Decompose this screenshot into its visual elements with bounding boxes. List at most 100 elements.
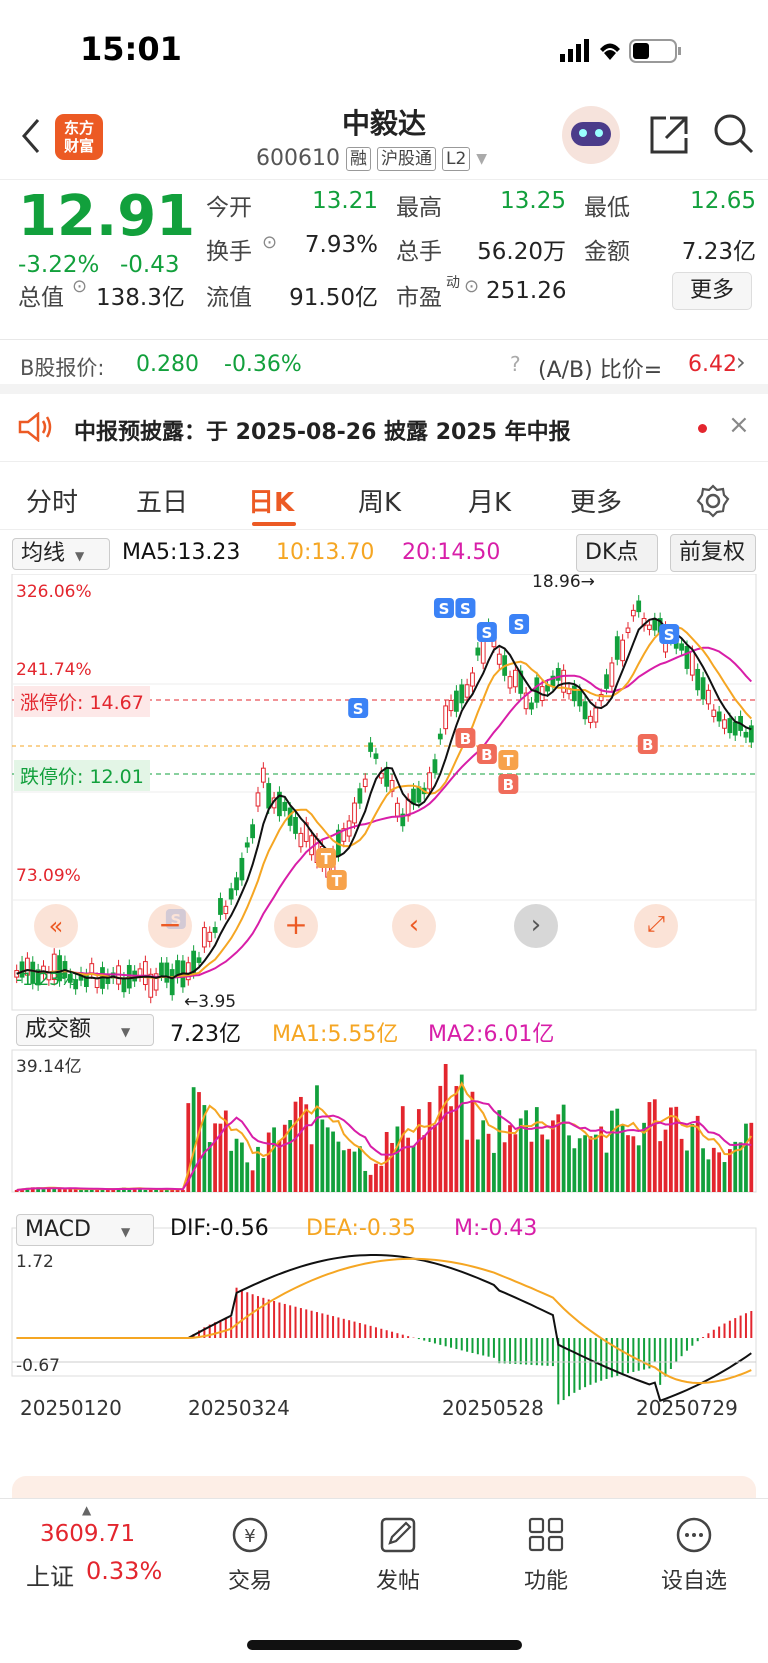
volume-bar xyxy=(567,1135,571,1192)
candle xyxy=(368,742,373,752)
macd-selector[interactable]: MACD ▼ xyxy=(16,1214,154,1246)
volume-selector[interactable]: 成交额 ▼ xyxy=(16,1014,154,1046)
volume-bar xyxy=(379,1165,384,1192)
step-right-icon[interactable]: › xyxy=(514,904,558,948)
info-icon[interactable]: ⊙ xyxy=(464,276,480,297)
notice-bar[interactable]: 中报预披露：于 2025-08-26 披露 2025 年中报 × xyxy=(0,394,768,462)
candle xyxy=(239,857,245,881)
more-dots-icon xyxy=(676,1517,712,1553)
candle xyxy=(636,600,642,613)
volume-bar xyxy=(181,1189,185,1192)
close-icon[interactable]: × xyxy=(728,410,750,440)
index-name[interactable]: 上证 xyxy=(26,1563,74,1591)
candle xyxy=(593,707,599,723)
candle xyxy=(148,973,154,998)
adjust-button[interactable]: 前复权 xyxy=(670,534,756,572)
candle xyxy=(571,685,577,702)
ma20-legend: 20:14.50 xyxy=(402,540,501,565)
status-time: 15:01 xyxy=(80,30,182,68)
b-share-price: 0.280 xyxy=(136,352,199,377)
nav-watchlist[interactable]: 设自选 xyxy=(634,1515,754,1595)
status-bar: 15:01 xyxy=(0,0,768,100)
index-value[interactable]: 3609.71 xyxy=(40,1521,136,1547)
kline-chart-area[interactable]: 均线 ▼ MA5:13.23 10:13.70 20:14.50 DK点 前复权 … xyxy=(0,530,768,1460)
macd-bar xyxy=(364,1324,367,1338)
candle xyxy=(443,705,449,730)
tab-monthly-k[interactable]: 月K xyxy=(468,488,512,518)
chevron-down-icon[interactable]: ▼ xyxy=(476,150,488,167)
candle xyxy=(41,965,46,975)
search-icon[interactable] xyxy=(712,112,756,156)
volume-bar xyxy=(449,1106,453,1192)
macd-bar xyxy=(315,1312,318,1338)
volume-bar xyxy=(749,1122,754,1192)
macd-bar xyxy=(337,1317,340,1338)
info-icon[interactable]: ⊙ xyxy=(262,232,278,253)
help-icon[interactable]: ? xyxy=(510,352,521,376)
candle xyxy=(159,962,164,976)
macd-bar xyxy=(289,1305,292,1338)
zoom-in-icon[interactable]: + xyxy=(274,904,318,948)
nav-function[interactable]: 功能 xyxy=(486,1515,606,1595)
pe-label: 市盈 xyxy=(396,285,442,311)
volume-bar xyxy=(250,1170,255,1192)
macd-bar xyxy=(299,1308,302,1338)
svg-text:¥: ¥ xyxy=(244,1526,255,1547)
volume-bar xyxy=(52,1187,57,1192)
macd-bar xyxy=(267,1299,270,1338)
candle xyxy=(25,957,30,976)
step-left-icon[interactable]: ‹ xyxy=(392,904,436,948)
ab-ratio-value: 6.42 xyxy=(688,352,737,377)
macd-y-bottom: -0.67 xyxy=(16,1356,60,1376)
rewind-icon[interactable]: « xyxy=(34,904,78,948)
volume-bar xyxy=(711,1147,716,1192)
candle xyxy=(207,931,213,942)
volume-bar xyxy=(234,1138,239,1192)
more-button[interactable]: 更多 xyxy=(672,272,752,310)
share-icon[interactable] xyxy=(648,114,690,156)
macd-bar xyxy=(433,1338,436,1344)
candle xyxy=(373,753,379,759)
candle xyxy=(700,677,706,700)
assistant-avatar-icon[interactable] xyxy=(562,106,620,164)
ma5-legend: MA5:13.23 xyxy=(122,540,241,565)
ma-selector[interactable]: 均线 ▼ xyxy=(12,538,110,570)
volume-bar xyxy=(626,1135,630,1192)
dk-point-button[interactable]: DK点 xyxy=(576,534,658,572)
candle xyxy=(51,953,57,981)
macd-selector-label: MACD xyxy=(25,1217,91,1242)
back-icon[interactable] xyxy=(18,116,42,156)
tab-five-day[interactable]: 五日 xyxy=(136,488,189,518)
y-label-top: 326.06% xyxy=(16,582,92,602)
tab-daily-k[interactable]: 日K xyxy=(248,488,295,518)
volume-bar xyxy=(545,1139,550,1192)
candle xyxy=(475,647,481,656)
settings-gear-icon[interactable] xyxy=(696,484,730,518)
candle xyxy=(357,788,363,804)
index-change[interactable]: 0.33% xyxy=(86,1557,163,1585)
volume-bar xyxy=(593,1134,598,1192)
tab-intraday[interactable]: 分时 xyxy=(26,488,79,518)
volume-bar xyxy=(427,1102,432,1192)
macd-bar xyxy=(578,1338,581,1390)
trade-marker-label: B xyxy=(642,736,653,754)
candle xyxy=(121,977,127,993)
candle xyxy=(389,779,395,792)
candle xyxy=(282,801,288,812)
volume-bar xyxy=(63,1189,67,1192)
tab-weekly-k[interactable]: 周K xyxy=(358,488,402,518)
macd-bar xyxy=(326,1314,329,1338)
nav-trade[interactable]: ¥ 交易 xyxy=(190,1515,310,1595)
volume-bar xyxy=(282,1124,287,1192)
amount-value: 7.23亿 xyxy=(681,239,756,265)
b-share-row[interactable]: B股报价: 0.280 -0.36% ? (A/B) 比价= 6.42 › xyxy=(0,340,768,394)
nav-trade-label: 交易 xyxy=(227,1569,272,1594)
info-icon[interactable]: ⊙ xyxy=(72,276,88,297)
tab-more[interactable]: 更多 xyxy=(570,488,623,518)
zoom-out-icon[interactable]: − xyxy=(148,904,192,948)
nav-post[interactable]: 发帖 xyxy=(338,1515,458,1595)
chevron-right-icon[interactable]: › xyxy=(736,348,746,376)
fullscreen-icon[interactable]: ⤢ xyxy=(634,904,678,948)
volume-bar xyxy=(30,1187,35,1192)
volume-bar xyxy=(352,1151,357,1192)
